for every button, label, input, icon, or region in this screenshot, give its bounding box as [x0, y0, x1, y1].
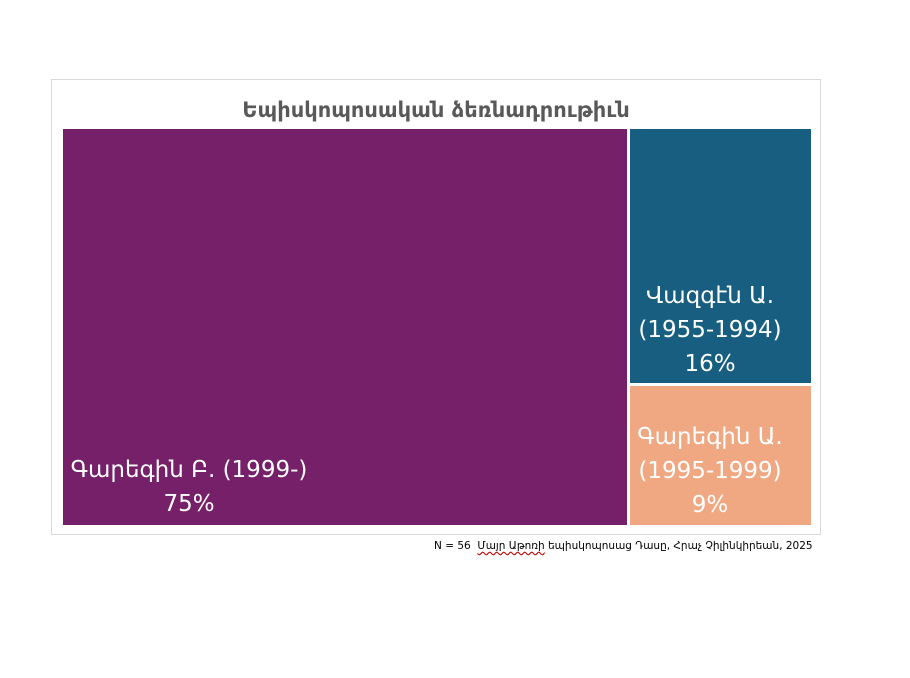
tile-label-vazgen-a: Վազգէն Ա. (1955-1994) 16% — [630, 279, 790, 381]
tile-percent: 16% — [684, 351, 736, 377]
tile-label-garegin-b: Գարեգին Բ. (1999-) 75% — [69, 453, 309, 521]
tile-name: Վազգէն Ա. — [645, 283, 775, 309]
tile-name: Գարեգին Ա. — [637, 424, 783, 450]
source-footnote: N = 56 Մայր Աթոռի եպիսկոպոսաց Դասը, Հրաչ… — [434, 540, 813, 552]
sample-size: N = 56 — [434, 540, 471, 552]
tile-label-garegin-a: Գարեգին Ա. (1995-1999) 9% — [630, 420, 790, 522]
tile-years: (1955-1994) — [638, 317, 782, 343]
treemap-tile-garegin-a: Գարեգին Ա. (1995-1999) 9% — [630, 386, 811, 525]
source-underlined-text: Մայր Աթոռի — [477, 540, 545, 552]
tile-name: Գարեգին Բ. (1999-) — [70, 457, 308, 483]
source-text: եպիսկոպոսաց Դասը, Հրաչ Չիլինկիրեան, 2025 — [548, 540, 813, 552]
tile-percent: 9% — [691, 492, 729, 518]
tile-years: (1995-1999) — [638, 458, 782, 484]
treemap-tile-garegin-b: Գարեգին Բ. (1999-) 75% — [63, 129, 627, 525]
chart-title: Եպիսկոպոսական ձեռնադրութիւն — [242, 98, 630, 122]
treemap-tile-vazgen-a: Վազգէն Ա. (1955-1994) 16% — [630, 129, 811, 383]
tile-percent: 75% — [163, 491, 215, 517]
chart-frame: Եպիսկոպոսական ձեռնադրութիւն Գարեգին Բ. (… — [51, 79, 821, 535]
